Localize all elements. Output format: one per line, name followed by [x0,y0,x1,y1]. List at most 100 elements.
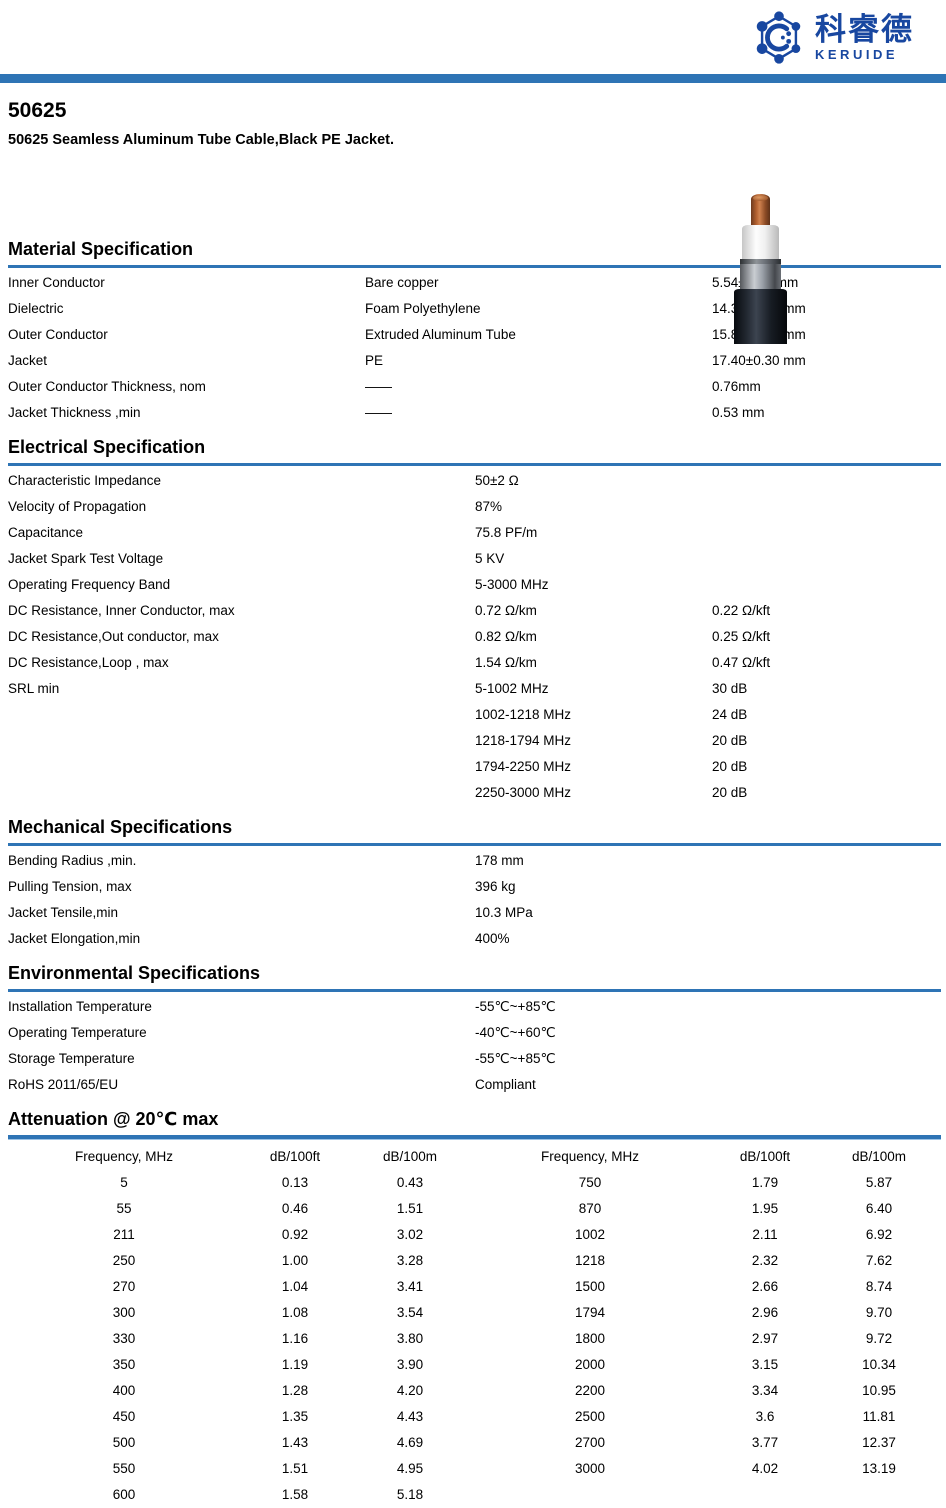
table-cell: 2250-3000 MHz [475,785,572,800]
table-cell: DC Resistance,Loop , max [8,655,169,670]
table-cell [8,728,475,754]
table-row: 211 0.92 3.02 1002 2.11 6.92 [8,1222,941,1248]
table-cell [470,1482,710,1508]
table-cell: 350 [112,1357,136,1372]
table-cell: 87% [475,499,503,514]
table-row: 2250-3000 MHz 20 dB [8,780,941,806]
table-cell: 750 [578,1175,602,1190]
table-cell [712,520,941,546]
table-row: SRL min 5-1002 MHz 30 dB [8,676,941,702]
section-heading-mechanical: Mechanical Specifications [8,814,941,846]
table-cell: 330 [112,1331,136,1346]
table-cell: 2200 [574,1383,606,1398]
table-row: Jacket PE 17.40±0.30 mm [8,348,941,374]
table-cell: Bare copper [365,275,439,290]
table-cell: 0.47 Ω/kft [712,655,771,670]
table-cell: 0.53 mm [712,405,765,420]
table-cell: 250 [112,1253,136,1268]
table-cell: 10.3 MPa [475,905,533,920]
table-cell: 1.51 [281,1461,309,1476]
table-cell: -55℃~+85℃ [475,999,556,1014]
table-cell: 0.72 Ω/km [475,603,537,618]
table-cell: 5.87 [865,1175,893,1190]
table-cell: Operating Temperature [8,1025,147,1040]
table-cell: 1.58 [281,1487,309,1502]
table-cell [712,546,941,572]
table-cell: PE [365,353,384,368]
table-cell: 55 [116,1201,132,1216]
table-cell: 4.20 [396,1383,424,1398]
table-cell: 1.43 [281,1435,309,1450]
table-cell: 10.95 [862,1383,896,1398]
table-row: 350 1.19 3.90 2000 3.15 10.34 [8,1352,941,1378]
table-cell: 0.92 [281,1227,309,1242]
table-cell: 3000 [574,1461,606,1476]
table-cell: 1.51 [396,1201,424,1216]
table-row: 330 1.16 3.80 1800 2.97 9.72 [8,1326,941,1352]
table-cell: 1002-1218 MHz [475,707,572,722]
table-row: RoHS 2011/65/EU Compliant [8,1072,941,1098]
table-cell: 11.81 [862,1409,896,1424]
table-cell: 1218-1794 MHz [475,733,572,748]
table-cell [8,780,475,806]
table-cell: 3.6 [755,1409,775,1424]
table-row: Bending Radius ,min. 178 mm [8,848,941,874]
table-cell: Inner Conductor [8,275,105,290]
table-cell: 1.79 [751,1175,779,1190]
table-cell: 0.82 Ω/km [475,629,537,644]
table-cell: 6.40 [865,1201,893,1216]
table-cell: 396 kg [475,879,516,894]
logo-latin-name: KERUIDE [815,47,899,62]
table-row: Storage Temperature -55℃~+85℃ [8,1046,941,1072]
table-row: 270 1.04 3.41 1500 2.66 8.74 [8,1274,941,1300]
datasheet-body: 50625 50625 Seamless Aluminum Tube Cable… [0,98,946,1508]
table-cell [8,754,475,780]
table-row: DC Resistance, Inner Conductor, max 0.72 … [8,598,941,624]
table-cell [712,572,941,598]
table-row: 550 1.51 4.95 3000 4.02 13.19 [8,1456,941,1482]
table-cell: 5-3000 MHz [475,577,549,592]
attenuation-table-header: Frequency, MHz dB/100ft dB/100m Frequency, … [8,1144,941,1170]
table-cell: 3.90 [396,1357,424,1372]
table-cell: 17.40±0.30 mm [712,353,806,368]
aluminum-tube-layer [739,259,781,289]
table-cell: 3.15 [751,1357,779,1372]
table-cell: Dielectric [8,301,64,316]
table-row: DC Resistance,Loop , max 1.54 Ω/km 0.47 Ω/… [8,650,941,676]
table-row: Characteristic Impedance 50±2 Ω [8,468,941,494]
table-row: 55 0.46 1.51 870 1.95 6.40 [8,1196,941,1222]
table-row: DC Resistance,Out conductor, max 0.82 Ω/k… [8,624,941,650]
table-cell: 1800 [574,1331,606,1346]
table-cell: Operating Frequency Band [8,577,171,592]
page-header: 科睿德 KERUIDE [0,0,946,68]
table-cell: 3.02 [396,1227,424,1242]
table-cell: dB/100m [851,1149,907,1164]
table-row: Pulling Tension, max 396 kg [8,874,941,900]
table-cell: Foam Polyethylene [365,301,481,316]
table-cell: 50±2 Ω [475,473,519,488]
table-cell: 10.34 [862,1357,896,1372]
table-row: 1002-1218 MHz 24 dB [8,702,941,728]
product-subtitle: 50625 Seamless Aluminum Tube Cable,Black… [8,132,395,148]
table-cell: 178 mm [475,853,524,868]
table-cell: 550 [112,1461,136,1476]
table-cell: DC Resistance,Out conductor, max [8,629,219,644]
table-cell: Frequency, MHz [74,1149,174,1164]
section-heading-environmental: Environmental Specifications [8,960,941,992]
table-cell: 1.00 [281,1253,309,1268]
table-cell: Jacket Elongation,min [8,931,141,946]
table-row: 300 1.08 3.54 1794 2.96 9.70 [8,1300,941,1326]
table-cell: DC Resistance, Inner Conductor, max [8,603,235,618]
table-cell: 4.95 [396,1461,424,1476]
pe-jacket-layer [733,289,787,344]
table-cell [8,702,475,728]
table-cell: 3.77 [751,1435,779,1450]
table-cell: 0.76mm [712,379,761,394]
table-cell: 1794 [574,1305,606,1320]
table-cell: 211 [113,1227,135,1242]
table-cell: 0.43 [396,1175,424,1190]
table-cell: Bending Radius ,min. [8,853,137,868]
table-cell: Jacket Thickness ,min [8,405,141,420]
table-cell: Installation Temperature [8,999,152,1014]
